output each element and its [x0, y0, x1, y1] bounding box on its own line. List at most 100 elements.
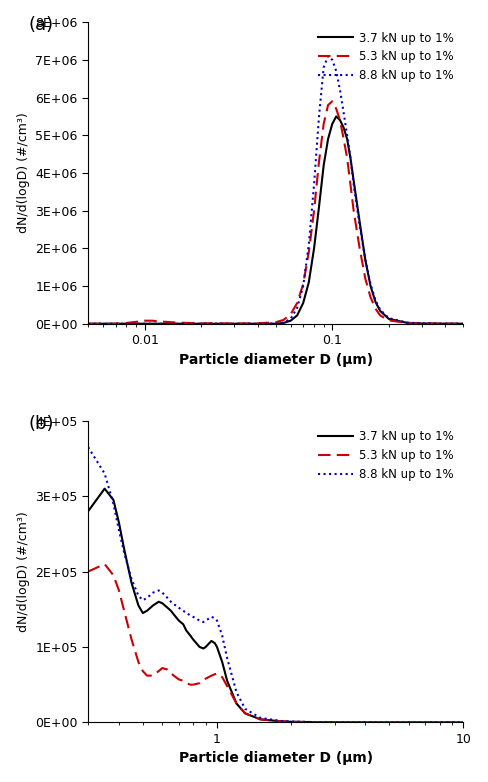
- 8.8 kN up to 1%: [187, 611, 193, 620]
- 8.8 kN up to 1%: [329, 56, 335, 65]
- 3.7 kN up to 1%: [357, 217, 363, 227]
- 3.7 kN up to 1%: [175, 319, 181, 328]
- 3.7 kN up to 1%: [442, 319, 448, 328]
- 3.7 kN up to 1%: [168, 606, 174, 615]
- 8.8 kN up to 1%: [386, 718, 392, 727]
- 5.3 kN up to 1%: [300, 279, 306, 289]
- 8.8 kN up to 1%: [351, 180, 357, 189]
- 8.8 kN up to 1%: [442, 319, 448, 328]
- 3.7 kN up to 1%: [306, 278, 312, 287]
- 8.8 kN up to 1%: [144, 594, 150, 603]
- 8.8 kN up to 1%: [140, 596, 146, 605]
- 5.3 kN up to 1%: [372, 304, 378, 314]
- 5.3 kN up to 1%: [461, 718, 467, 727]
- 5.3 kN up to 1%: [461, 319, 467, 328]
- 5.3 kN up to 1%: [224, 681, 230, 691]
- 5.3 kN up to 1%: [281, 315, 286, 325]
- 8.8 kN up to 1%: [461, 718, 467, 727]
- 8.8 kN up to 1%: [121, 548, 127, 558]
- 3.7 kN up to 1%: [176, 616, 182, 626]
- 3.7 kN up to 1%: [85, 507, 91, 516]
- 3.7 kN up to 1%: [198, 319, 204, 328]
- 3.7 kN up to 1%: [164, 603, 170, 612]
- 3.7 kN up to 1%: [214, 642, 220, 651]
- 5.3 kN up to 1%: [288, 310, 294, 319]
- 8.8 kN up to 1%: [337, 85, 343, 95]
- 5.3 kN up to 1%: [197, 679, 203, 688]
- 8.8 kN up to 1%: [333, 66, 339, 76]
- 8.8 kN up to 1%: [160, 588, 165, 597]
- X-axis label: Particle diameter D (μm): Particle diameter D (μm): [179, 353, 373, 367]
- 5.3 kN up to 1%: [85, 319, 91, 328]
- 8.8 kN up to 1%: [173, 601, 179, 610]
- 3.7 kN up to 1%: [121, 544, 127, 554]
- X-axis label: Particle diameter D (μm): Particle diameter D (μm): [179, 752, 373, 766]
- 5.3 kN up to 1%: [332, 718, 338, 727]
- 3.7 kN up to 1%: [422, 718, 428, 727]
- 5.3 kN up to 1%: [277, 716, 283, 726]
- 3.7 kN up to 1%: [224, 676, 230, 686]
- 5.3 kN up to 1%: [121, 606, 127, 615]
- 3.7 kN up to 1%: [156, 597, 162, 606]
- 5.3 kN up to 1%: [377, 310, 383, 320]
- Legend: 3.7 kN up to 1%, 5.3 kN up to 1%, 8.8 kN up to 1%: 3.7 kN up to 1%, 5.3 kN up to 1%, 8.8 kN…: [314, 427, 457, 485]
- Line: 5.3 kN up to 1%: 5.3 kN up to 1%: [88, 564, 464, 723]
- 5.3 kN up to 1%: [183, 679, 189, 688]
- 5.3 kN up to 1%: [333, 104, 339, 113]
- 3.7 kN up to 1%: [212, 639, 218, 648]
- 5.3 kN up to 1%: [341, 135, 346, 144]
- 5.3 kN up to 1%: [442, 319, 448, 328]
- 3.7 kN up to 1%: [136, 601, 142, 610]
- 3.7 kN up to 1%: [258, 715, 264, 724]
- Y-axis label: dN/d(logD) (#/cm³): dN/d(logD) (#/cm³): [17, 113, 30, 233]
- 3.7 kN up to 1%: [273, 319, 279, 328]
- 3.7 kN up to 1%: [187, 631, 193, 640]
- 3.7 kN up to 1%: [333, 112, 339, 121]
- 5.3 kN up to 1%: [187, 680, 193, 690]
- 5.3 kN up to 1%: [306, 247, 312, 256]
- 3.7 kN up to 1%: [183, 626, 189, 635]
- Text: (a): (a): [28, 16, 53, 34]
- 8.8 kN up to 1%: [294, 303, 300, 313]
- 5.3 kN up to 1%: [367, 292, 373, 302]
- 8.8 kN up to 1%: [300, 282, 306, 291]
- 8.8 kN up to 1%: [116, 526, 122, 535]
- 8.8 kN up to 1%: [234, 687, 240, 697]
- 5.3 kN up to 1%: [316, 157, 322, 167]
- 3.7 kN up to 1%: [363, 255, 368, 264]
- 3.7 kN up to 1%: [341, 123, 346, 132]
- 8.8 kN up to 1%: [201, 618, 206, 627]
- 3.7 kN up to 1%: [321, 160, 326, 170]
- 5.3 kN up to 1%: [149, 316, 155, 325]
- 5.3 kN up to 1%: [422, 718, 428, 727]
- 5.3 kN up to 1%: [144, 671, 150, 680]
- 5.3 kN up to 1%: [113, 319, 119, 328]
- 3.7 kN up to 1%: [363, 718, 368, 727]
- 3.7 kN up to 1%: [197, 642, 203, 651]
- 8.8 kN up to 1%: [206, 614, 212, 623]
- 3.7 kN up to 1%: [332, 718, 338, 727]
- 5.3 kN up to 1%: [231, 319, 237, 328]
- 5.3 kN up to 1%: [357, 244, 363, 253]
- 5.3 kN up to 1%: [255, 318, 261, 328]
- Line: 8.8 kN up to 1%: 8.8 kN up to 1%: [88, 447, 464, 723]
- 5.3 kN up to 1%: [160, 663, 165, 673]
- 3.7 kN up to 1%: [231, 319, 237, 328]
- 8.8 kN up to 1%: [363, 255, 368, 264]
- 5.3 kN up to 1%: [157, 317, 163, 326]
- 5.3 kN up to 1%: [404, 318, 410, 328]
- 3.7 kN up to 1%: [288, 717, 294, 726]
- 8.8 kN up to 1%: [363, 718, 368, 727]
- 3.7 kN up to 1%: [110, 495, 116, 504]
- 3.7 kN up to 1%: [325, 135, 331, 144]
- 8.8 kN up to 1%: [321, 63, 326, 72]
- 3.7 kN up to 1%: [173, 612, 179, 622]
- 8.8 kN up to 1%: [242, 704, 248, 713]
- 5.3 kN up to 1%: [156, 666, 162, 676]
- 8.8 kN up to 1%: [255, 319, 261, 328]
- 5.3 kN up to 1%: [181, 676, 186, 686]
- 5.3 kN up to 1%: [110, 571, 116, 580]
- 5.3 kN up to 1%: [164, 665, 170, 674]
- 3.7 kN up to 1%: [351, 176, 357, 185]
- 5.3 kN up to 1%: [363, 718, 368, 727]
